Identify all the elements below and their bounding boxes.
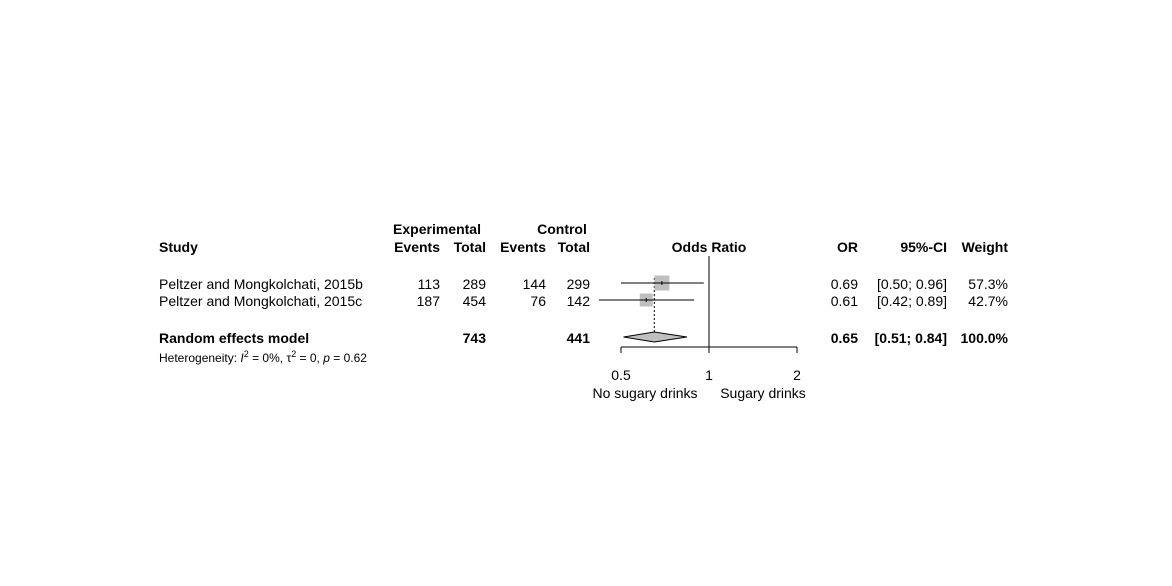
study-name: Peltzer and Mongkolchati, 2015b [159,276,363,292]
i2-value: = 0%, [249,351,287,365]
x-tick-label: 0.5 [611,367,631,383]
ctrl-total: 142 [567,293,591,309]
pooled-or: 0.65 [831,330,858,346]
ctrl-total: 299 [567,276,591,292]
header-exp-total: Total [454,239,486,255]
column-headers: Study Experimental Control Events Total … [159,221,1008,255]
study-row: Peltzer and Mongkolchati, 2015b 113 289 … [159,276,1008,292]
study-name: Peltzer and Mongkolchati, 2015c [159,293,362,309]
study-weight: 57.3% [968,276,1008,292]
plot-area: 0.5 1 2 [598,256,801,383]
i2-superscript: 2 [244,349,249,359]
ctrl-events: 76 [530,293,546,309]
study-weight: 42.7% [968,293,1008,309]
favours-left-label: No sugary drinks [592,385,697,401]
p-value: = 0.62 [330,351,367,365]
study-ci: [0.50; 0.96] [877,276,947,292]
x-tick-label: 1 [705,367,713,383]
favours-right-label: Sugary drinks [720,385,806,401]
exp-total: 289 [463,276,487,292]
pooled-diamond [623,331,687,343]
pooled-row: Random effects model 743 441 0.65 [0.51;… [159,330,1009,346]
i2-symbol: I [240,351,244,365]
pooled-ci: [0.51; 0.84] [875,330,947,346]
header-experimental: Experimental [393,221,481,237]
header-study: Study [159,239,198,255]
header-ctrl-events: Events [500,239,546,255]
study-or: 0.61 [831,293,858,309]
tau-symbol: τ [286,351,291,365]
heterogeneity-prefix: Heterogeneity: [159,351,240,365]
pooled-ctrl-total: 441 [567,330,591,346]
pooled-name: Random effects model [159,330,309,346]
study-ci: [0.42; 0.89] [877,293,947,309]
header-weight: Weight [962,239,1009,255]
ctrl-events: 144 [523,276,547,292]
exp-events: 187 [417,293,441,309]
study-row: Peltzer and Mongkolchati, 2015c 187 454 … [159,293,1008,309]
p-symbol: p [322,351,330,365]
exp-total: 454 [463,293,487,309]
header-control: Control [537,221,587,237]
header-odds-ratio: Odds Ratio [672,239,747,255]
header-ctrl-total: Total [558,239,590,255]
tau-value: = 0, [296,351,323,365]
tau-superscript: 2 [291,349,296,359]
study-or: 0.69 [831,276,858,292]
pooled-exp-total: 743 [463,330,487,346]
exp-events: 113 [418,276,441,292]
header-ci: 95%-CI [900,239,947,255]
heterogeneity-text: Heterogeneity: I2 = 0%, τ2 = 0, p = 0.62 [159,349,367,365]
x-tick-label: 2 [793,367,801,383]
pooled-weight: 100.0% [961,330,1009,346]
header-exp-events: Events [394,239,440,255]
header-or: OR [837,239,858,255]
